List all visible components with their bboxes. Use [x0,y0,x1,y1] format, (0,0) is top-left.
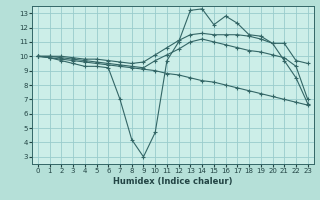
X-axis label: Humidex (Indice chaleur): Humidex (Indice chaleur) [113,177,233,186]
